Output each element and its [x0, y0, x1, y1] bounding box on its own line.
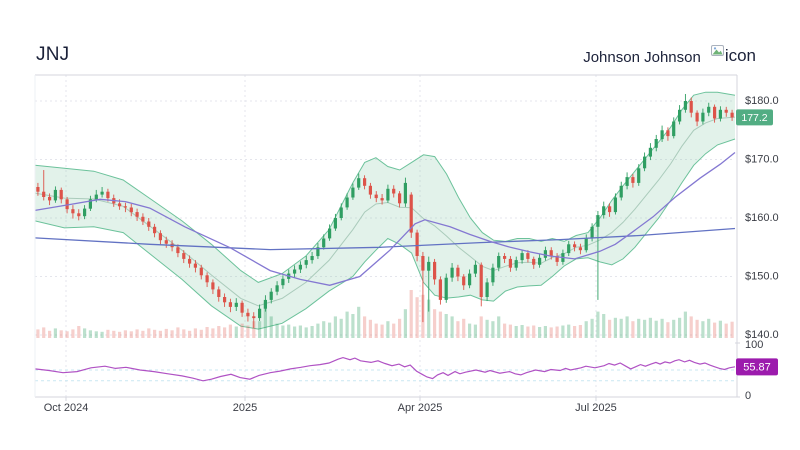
symbol-title: JNJ — [36, 44, 70, 65]
svg-text:2025: 2025 — [233, 402, 257, 414]
bollinger-band-layer — [34, 91, 736, 330]
broken-image-icon — [710, 45, 724, 56]
company-name: Johnson Johnson — [583, 49, 701, 66]
chart-header: JNJ Johnson Johnson icon — [36, 28, 756, 66]
svg-text:Oct 2024: Oct 2024 — [44, 402, 89, 414]
svg-text:177.2: 177.2 — [741, 112, 767, 124]
rsi-value-badge: 55.87 — [736, 358, 778, 376]
svg-text:100: 100 — [745, 339, 763, 351]
rsi-pane-layer — [34, 356, 736, 382]
axes-layer — [34, 74, 740, 401]
svg-text:Apr 2025: Apr 2025 — [398, 402, 443, 414]
logo-alt-text: icon — [724, 46, 756, 65]
svg-text:55.87: 55.87 — [743, 362, 771, 374]
svg-text:$140.0: $140.0 — [745, 329, 779, 341]
svg-text:0: 0 — [745, 390, 751, 402]
grid-layer — [35, 75, 735, 397]
chart-area: $180.0 $170.0 $160.0 $150.0 $140.0 100 0 Oct 20… — [0, 66, 800, 426]
last-price-badge: 177.2 — [736, 109, 773, 126]
svg-text:$180.0: $180.0 — [745, 95, 779, 107]
svg-text:Jul 2025: Jul 2025 — [575, 402, 617, 414]
svg-text:$160.0: $160.0 — [745, 212, 779, 224]
svg-text:$150.0: $150.0 — [745, 270, 779, 282]
candles-layer — [36, 93, 734, 328]
volume-layer — [36, 290, 734, 338]
svg-text:$170.0: $170.0 — [745, 153, 779, 165]
moving-averages-layer — [34, 151, 736, 286]
company-header: Johnson Johnson icon — [583, 45, 756, 66]
company-logo: icon — [710, 45, 756, 66]
